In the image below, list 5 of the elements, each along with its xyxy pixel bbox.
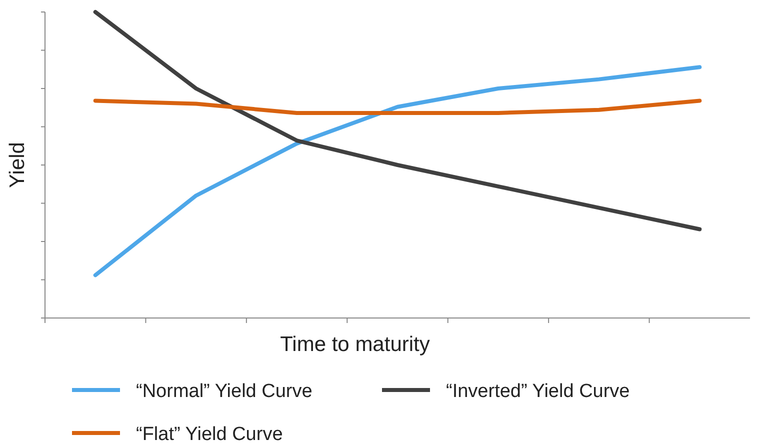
legend-label: “Inverted” Yield Curve: [446, 381, 630, 402]
legend-label: “Normal” Yield Curve: [136, 381, 312, 402]
x-axis-title: Time to maturity: [280, 333, 430, 356]
legend-label: “Flat” Yield Curve: [136, 424, 283, 445]
y-axis-title: Yield: [6, 142, 29, 188]
